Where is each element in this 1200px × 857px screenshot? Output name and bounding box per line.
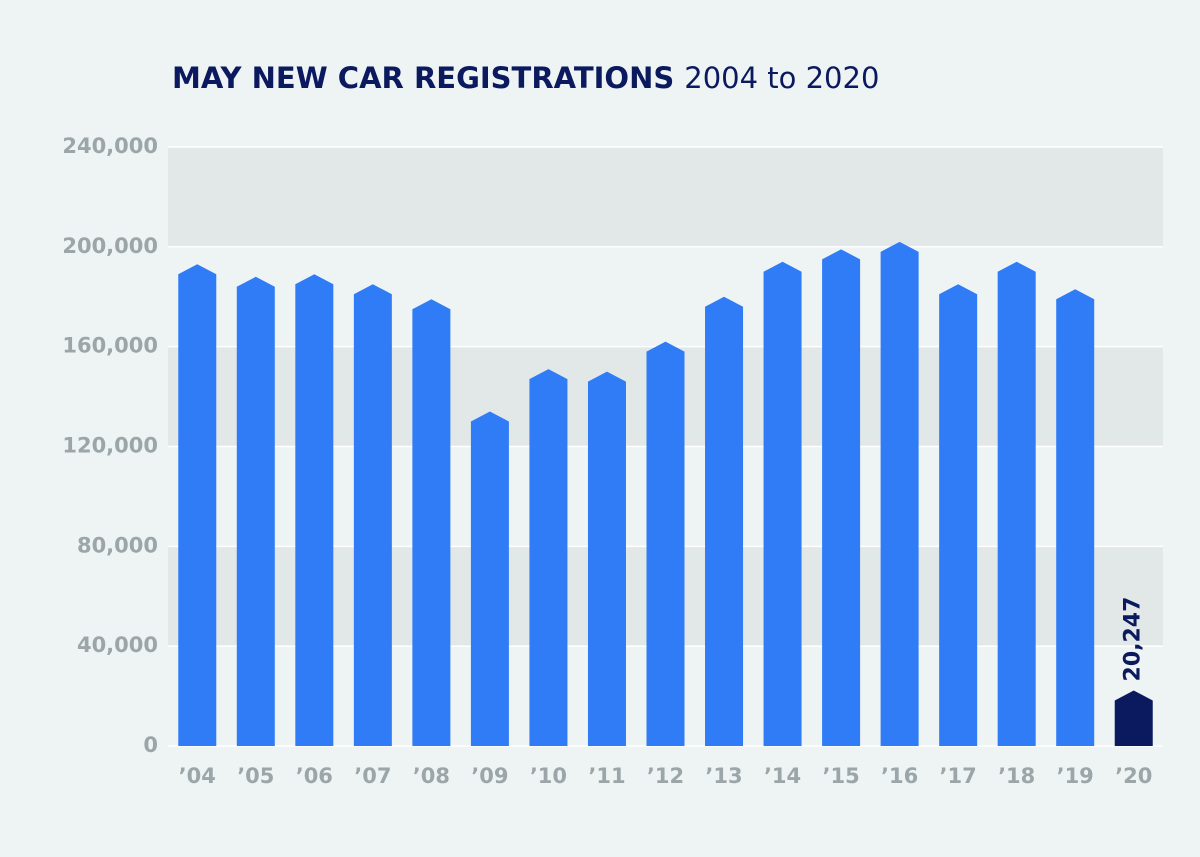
title: MAY NEW CAR REGISTRATIONS: [172, 61, 674, 95]
x-tick-label: ’20: [1115, 764, 1152, 788]
x-tick-label: ’14: [764, 764, 801, 788]
grid-band: [168, 147, 1163, 247]
y-tick-label: 0: [143, 733, 158, 757]
bar: [822, 249, 861, 746]
bar: [1114, 690, 1153, 746]
bar: [1056, 289, 1095, 746]
x-tick-label: ’19: [1057, 764, 1094, 788]
x-tick-label: ’04: [179, 764, 216, 788]
y-tick-label: 240,000: [62, 134, 158, 158]
bar: [763, 261, 802, 746]
x-tick-label: ’12: [647, 764, 684, 788]
x-tick-label: ’15: [822, 764, 859, 788]
x-tick-label: ’18: [998, 764, 1035, 788]
y-tick-label: 40,000: [77, 633, 158, 657]
x-tick-label: ’08: [413, 764, 450, 788]
bar: [587, 371, 626, 746]
bar: [412, 299, 451, 746]
bar: [353, 284, 392, 746]
y-tick-label: 120,000: [62, 434, 158, 458]
x-tick-label: ’06: [296, 764, 333, 788]
bar: [880, 241, 919, 747]
bar: [236, 276, 275, 746]
x-tick-label: ’09: [471, 764, 508, 788]
bar: [997, 261, 1036, 746]
x-tick-label: ’13: [705, 764, 742, 788]
x-tick-label: ’10: [530, 764, 567, 788]
bar: [646, 341, 685, 746]
bar: [529, 369, 568, 746]
x-tick-label: ’07: [354, 764, 391, 788]
bar: [178, 264, 217, 746]
y-tick-label: 200,000: [62, 234, 158, 258]
x-tick-label: ’17: [940, 764, 977, 788]
bar: [470, 411, 509, 746]
subtitle: 2004 to 2020: [684, 61, 879, 95]
x-tick-label: ’16: [881, 764, 918, 788]
bar: [705, 296, 744, 746]
bar: [295, 274, 334, 746]
x-tick-label: ’11: [588, 764, 625, 788]
value-label: 20,247: [1121, 597, 1146, 682]
bar: [939, 284, 978, 746]
y-tick-label: 80,000: [77, 533, 158, 557]
x-tick-label: ’05: [237, 764, 274, 788]
y-tick-label: 160,000: [62, 334, 158, 358]
chart-title: MAY NEW CAR REGISTRATIONS 2004 to 2020: [172, 61, 879, 95]
